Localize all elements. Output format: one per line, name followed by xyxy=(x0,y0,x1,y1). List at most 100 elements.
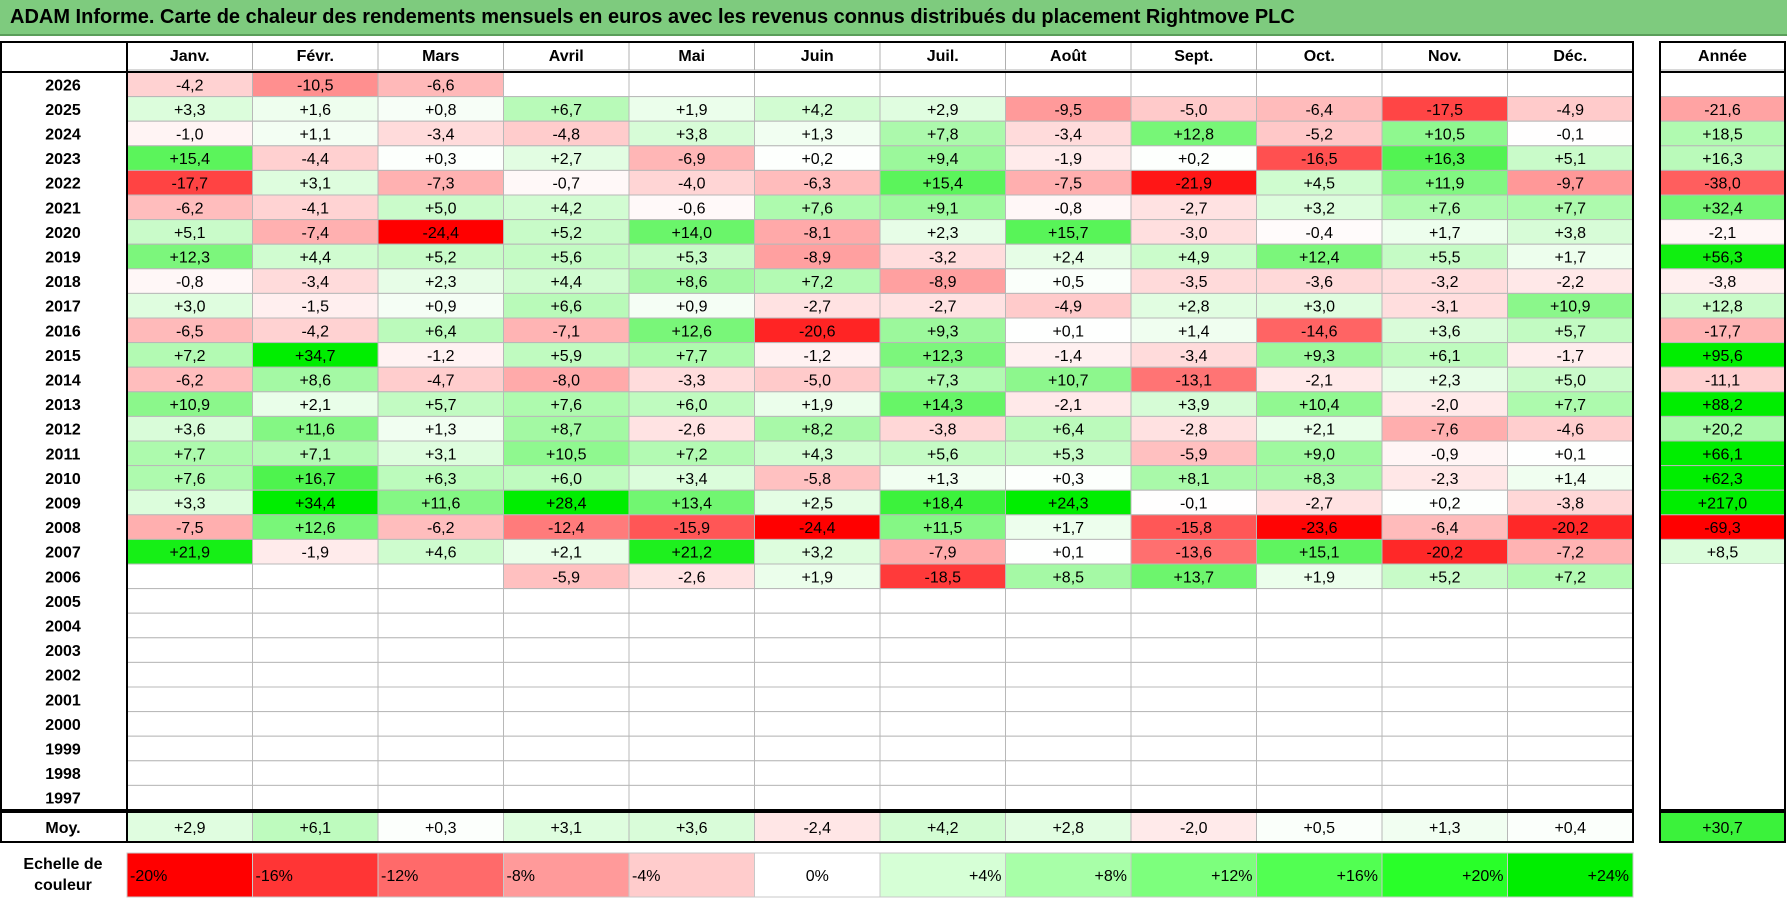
heatmap-cell xyxy=(252,711,379,737)
heatmap-cell xyxy=(879,219,1006,245)
year-label: 2021 xyxy=(45,200,81,217)
heatmap-cell xyxy=(377,784,504,811)
heatmap-cell xyxy=(754,711,881,737)
heatmap-cell xyxy=(1256,711,1383,737)
heatmap-cell xyxy=(252,588,379,614)
heatmap-cell xyxy=(628,637,755,663)
year-label: 2018 xyxy=(45,274,81,291)
heatmap-cell xyxy=(1381,514,1508,540)
heatmap-cell xyxy=(1507,711,1634,737)
year-label: 2017 xyxy=(45,299,81,316)
annual-cell xyxy=(1659,342,1786,368)
cell-value: -17,7 xyxy=(172,176,209,193)
cell-value: +2,3 xyxy=(1429,373,1461,390)
heatmap-cell xyxy=(503,686,630,713)
heatmap-cell xyxy=(879,563,1006,590)
heatmap-cell xyxy=(1256,71,1383,98)
heatmap-cell xyxy=(628,71,755,98)
avg-value: +3,6 xyxy=(676,820,708,837)
cell-value: -8,9 xyxy=(929,274,957,291)
heatmap-cell xyxy=(1507,292,1634,319)
heatmap-cell xyxy=(1507,465,1634,491)
cell-value: +3,8 xyxy=(676,127,708,144)
heatmap-cell xyxy=(754,760,881,786)
heatmap-cell xyxy=(754,243,881,270)
heatmap-cell xyxy=(126,563,253,590)
heatmap-cell xyxy=(1256,292,1383,319)
cell-value: -3,4 xyxy=(1180,348,1208,365)
year-label: 1997 xyxy=(45,791,81,808)
heatmap-cell xyxy=(377,514,504,540)
cell-value: +5,9 xyxy=(550,348,582,365)
heatmap-cell xyxy=(1005,366,1132,393)
cell-value: -8,0 xyxy=(552,373,580,390)
heatmap-cell xyxy=(1507,637,1634,663)
heatmap-cell xyxy=(879,71,1006,98)
cell-value: +7,7 xyxy=(1554,397,1586,414)
cell-value: +0,9 xyxy=(425,299,457,316)
cell-value: -2,7 xyxy=(929,299,957,316)
cell-value: +8,7 xyxy=(550,422,582,439)
cell-value: +7,6 xyxy=(1429,200,1461,217)
cell-value: +5,2 xyxy=(425,250,457,267)
cell-value: -0,7 xyxy=(552,176,580,193)
heatmap-cell xyxy=(252,317,379,344)
heatmap-cell xyxy=(1507,784,1634,811)
cell-value: -2,6 xyxy=(678,569,706,586)
heatmap-cell xyxy=(1381,292,1508,319)
heatmap-cell xyxy=(628,219,755,245)
cell-value: -20,2 xyxy=(1552,520,1589,537)
heatmap-cell xyxy=(754,686,881,713)
heatmap-cell xyxy=(1130,612,1257,639)
year-label: 2025 xyxy=(45,102,81,119)
page-title: ADAM Informe. Carte de chaleur des rende… xyxy=(10,6,1295,28)
month-header: Avril xyxy=(549,48,584,65)
heatmap-cell xyxy=(252,760,379,786)
cell-value: +3,2 xyxy=(801,545,833,562)
avg-value: +2,8 xyxy=(1052,820,1084,837)
annual-cell xyxy=(1660,637,1785,663)
annual-cell xyxy=(1660,711,1785,737)
cell-value: +1,9 xyxy=(1303,569,1335,586)
cell-value: +8,6 xyxy=(676,274,708,291)
heatmap-cell xyxy=(754,366,881,393)
cell-value: +2,8 xyxy=(1178,299,1210,316)
avg-annual-cell xyxy=(1659,811,1786,843)
heatmap-cell xyxy=(628,784,755,811)
cell-value: -5,2 xyxy=(1305,127,1333,144)
annual-header: Année xyxy=(1698,48,1747,65)
avg-cell xyxy=(252,811,379,843)
cell-value: -13,6 xyxy=(1176,545,1213,562)
heatmap-cell xyxy=(754,268,881,294)
heatmap-cell xyxy=(879,440,1006,467)
heatmap-cell xyxy=(1130,686,1257,713)
heatmap-cell xyxy=(1130,784,1257,811)
cell-value: -4,7 xyxy=(427,373,455,390)
cell-value: +3,0 xyxy=(174,299,206,316)
cell-value: +5,6 xyxy=(550,250,582,267)
heatmap-cell xyxy=(879,661,1006,688)
heatmap-cell xyxy=(1130,317,1257,344)
heatmap-cell xyxy=(1507,317,1634,344)
annual-cell xyxy=(1659,440,1786,467)
heatmap-cell xyxy=(879,686,1006,713)
heatmap-cell xyxy=(1005,169,1132,196)
cell-value: +7,7 xyxy=(174,446,206,463)
heatmap-cell xyxy=(754,612,881,639)
cell-value: +3,1 xyxy=(299,176,331,193)
heatmap-cell xyxy=(252,489,379,516)
heatmap-cell xyxy=(252,563,379,590)
heatmap-cell xyxy=(1005,465,1132,491)
scale-swatch xyxy=(1130,852,1257,898)
heatmap-cell xyxy=(1381,637,1508,663)
heatmap-cell xyxy=(1507,612,1634,639)
heatmap-cell xyxy=(126,342,253,368)
heatmap-cell xyxy=(252,391,379,417)
heatmap-cell xyxy=(252,612,379,639)
cell-value: -6,4 xyxy=(1431,520,1459,537)
cell-value: +1,9 xyxy=(801,569,833,586)
heatmap-cell xyxy=(754,637,881,663)
heatmap-cell xyxy=(1005,514,1132,540)
year-label: 2016 xyxy=(45,323,81,340)
cell-value: -16,5 xyxy=(1301,151,1338,168)
